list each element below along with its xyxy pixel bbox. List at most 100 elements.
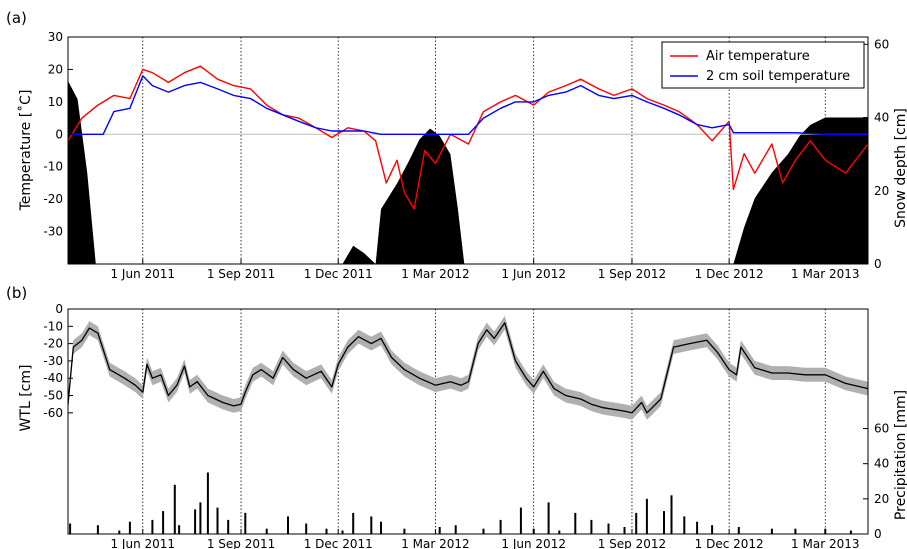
precipitation-bar [590,519,593,534]
precipitation-bar [173,484,176,534]
panel-b-precip-bars [69,472,852,534]
panel-b-y-tick-label: -40 [43,371,63,385]
panel-a-y-tick-label: -10 [43,160,63,174]
panel-a-y-tick-label: 10 [48,95,63,109]
panel-a-x-ticks: 1 Jun 2011 1 Sep 2011 1 Dec 2011 1 Mar 2012… [110,259,860,281]
panel-a-x-tick-label: 1 Mar 2013 [791,267,859,281]
panel-b-y2-tick-label: 0 [874,527,882,541]
panel-a-x-tick-label: 1 Jun 2011 [110,267,175,281]
precipitation-bar [438,527,441,534]
precipitation-bar [454,525,457,534]
panel-a-y2-tick-label: 20 [874,184,889,198]
precipitation-bar [69,523,72,534]
panel-a-x-tick-label: 1 Dec 2011 [304,267,373,281]
panel-a-y-tick-label: -20 [43,192,63,206]
precipitation-bar [663,511,665,534]
panel-b-label: (b) [6,284,27,302]
precipitation-bar [370,516,373,534]
panel-b-y2-ticks: 0 20 40 60 [863,422,889,541]
panel-a-y-tick-label: 20 [48,62,63,76]
panel-b-y-tick-label: -10 [43,319,63,333]
panel-b-y-tick-label: -30 [43,354,63,368]
panel-b-y-tick-label: -60 [43,406,63,420]
panel-b-x-tick-label: 1 Jun 2012 [501,537,566,549]
panel-b-y2-axis-label: Precipitation [mm] [893,390,907,520]
precipitation-bar [794,528,797,534]
panel-a-y-axis-label: Temperature [˚C] [17,90,34,212]
precipitation-bar [96,525,99,534]
panel-b-x-tick-label: 1 Sep 2011 [207,537,275,549]
panel-a-label: (a) [6,9,27,27]
panel-a-x-tick-label: 1 Jun 2012 [501,267,566,281]
soil-temperature-line [68,75,868,136]
legend-air-temperature-label: Air temperature [706,49,810,64]
panel-b-grid-lines [142,309,826,534]
precipitation-bar [206,472,209,534]
panel-b-y-ticks: -60 -50 -40 -30 -20 -10 0 [43,302,73,420]
panel-b-x-tick-label: 1 Sep 2012 [598,537,666,549]
panel-b-x-tick-label: 1 Mar 2013 [791,537,859,549]
precipitation-bar [558,530,561,534]
precipitation-bar [178,525,181,534]
precipitation-bar [199,502,202,534]
panel-a-x-tick-label: 1 Mar 2012 [401,267,469,281]
precipitation-bar [670,495,673,534]
precipitation-bar [118,530,121,534]
precipitation-bar [194,509,197,534]
legend-box [661,41,865,89]
panel-a-snow-area [68,80,868,265]
precipitation-bar [683,516,686,534]
precipitation-bar [352,512,355,534]
panel-b-y-tick-label: 0 [55,302,63,316]
panel-a-x-tick-label: 1 Dec 2012 [695,267,764,281]
precipitation-bar [325,528,328,534]
panel-a-y-tick-label: -30 [43,225,63,239]
panel-a-legend: Air temperature 2 cm soil temperature [661,41,865,89]
panel-b-y-tick-label: -20 [43,337,63,351]
precipitation-bar [287,516,289,534]
panel-a-x-tick-label: 1 Sep 2012 [598,267,666,281]
precipitation-bar [341,530,344,534]
panel-a-y-tick-label: 30 [48,30,63,44]
panel-b-x-ticks: 1 Jun 2011 1 Sep 2011 1 Dec 2011 1 Mar 2012… [110,529,860,549]
legend-soil-temperature-label: 2 cm soil temperature [706,69,850,84]
precipitation-bar [519,507,522,534]
precipitation-bar [607,523,610,534]
panel-b: (b) -60 -50 -40 -30 -20 -10 0 0 20 40 60 1 Jun 20… [6,284,907,549]
panel-b-x-tick-label: 1 Mar 2012 [401,537,469,549]
precipitation-bar [696,521,699,534]
panel-b-y2-tick-label: 60 [874,422,889,436]
panel-b-y-tick-label: -50 [43,389,63,403]
panel-a-plot-frame [67,36,869,265]
precipitation-bar [635,512,638,534]
precipitation-bar [305,523,308,534]
precipitation-bar [737,527,740,534]
panel-a-y-tick-label: 0 [55,127,63,141]
precipitation-bar [499,519,502,534]
panel-a-x-tick-label: 1 Sep 2011 [207,267,275,281]
panel-b-plot-frame [67,308,869,535]
panel-b-y2-tick-label: 20 [874,492,889,506]
precipitation-bar [547,502,550,534]
panel-b-y-axis-label: WTL [cm] [18,365,34,432]
panel-a-y-ticks: -30 -20 -10 0 10 20 30 [43,30,73,239]
precipitation-bar [770,528,773,534]
precipitation-bar [403,528,406,534]
panel-b-x-tick-label: 1 Dec 2011 [304,537,373,549]
panel-a-y2-tick-label: 60 [874,37,889,51]
panel-b-y2-tick-label: 40 [874,457,889,471]
precipitation-bar [574,512,577,534]
panel-a-series [67,65,869,210]
precipitation-bar [849,530,852,534]
precipitation-bar [623,527,626,534]
panel-b-series [67,322,869,414]
precipitation-bar [482,528,485,534]
precipitation-bar [244,512,247,534]
panel-a-y2-axis-label: Snow depth [cm] [893,108,907,228]
panel-b-x-tick-label: 1 Jun 2011 [110,537,175,549]
precipitation-bar [216,507,219,534]
precipitation-bar [711,525,714,534]
panel-a-y2-tick-label: 0 [874,257,882,271]
